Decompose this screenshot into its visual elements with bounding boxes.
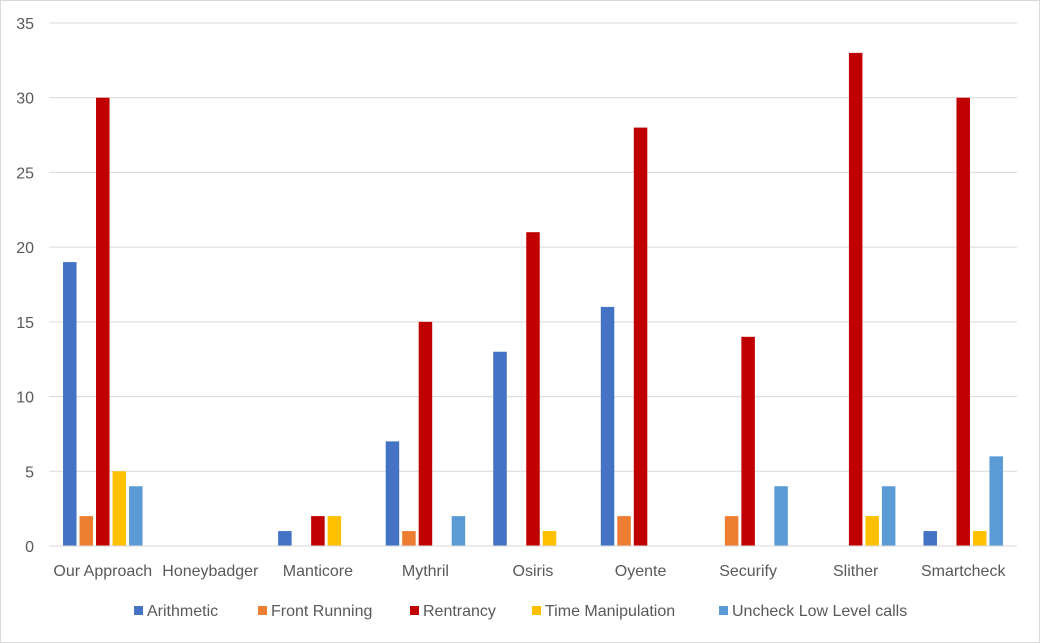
bar-time-manipulation [112,471,127,546]
bar-uncheck-low-level-calls [129,486,143,546]
bar-time-manipulation [865,516,879,546]
bar-time-manipulation [542,531,557,546]
bar-rentrancy [741,336,755,546]
bar-arithmetic [923,531,937,546]
legend-label: Rentrancy [423,603,496,620]
bar-arithmetic [493,351,507,546]
bar-time-manipulation [972,531,987,546]
bar-rentrancy [633,127,648,546]
legend-swatch [258,606,267,615]
x-tick-label: Our Approach [53,563,152,580]
bar-arithmetic [63,262,77,546]
bar-front-running [724,516,739,546]
bar-front-running [79,516,94,546]
y-tick-label: 5 [25,464,34,481]
y-tick-label: 0 [25,539,34,556]
y-tick-label: 30 [16,91,34,108]
legend-swatch [134,606,143,615]
x-tick-label: Smartcheck [921,563,1006,580]
legend-swatch [532,606,541,615]
y-tick-label: 10 [16,390,34,407]
x-tick-label: Honeybadger [162,563,259,580]
y-axis: 0 5 10 15 20 25 30 35 [16,16,34,556]
bar-rentrancy [96,97,110,546]
bar-rentrancy [418,321,433,546]
legend-label: Front Running [271,603,372,620]
x-tick-label: Oyente [615,563,667,580]
bars [63,52,1003,547]
x-tick-label: Manticore [283,563,353,580]
x-tick-label: Slither [833,563,879,580]
bar-uncheck-low-level-calls [451,516,466,546]
bar-front-running [402,531,416,546]
bar-uncheck-low-level-calls [774,486,788,546]
y-tick-label: 25 [16,165,34,182]
x-axis: Our Approach Honeybadger Manticore Mythril O… [49,545,1017,580]
legend-label: Time Manipulation [545,603,675,620]
legend-label: Arithmetic [147,603,218,620]
bar-rentrancy [956,97,970,546]
x-tick-label: Osiris [513,563,554,580]
legend-swatch [719,606,728,615]
bar-rentrancy [848,52,863,547]
bar-rentrancy [526,232,540,546]
x-tick-label: Mythril [402,563,449,580]
x-tick-label: Securify [719,563,777,580]
y-tick-label: 35 [16,16,34,33]
bar-arithmetic [600,306,615,546]
legend-label: Uncheck Low Level calls [732,603,907,620]
y-tick-label: 20 [16,240,34,257]
bar-front-running [617,516,631,546]
bar-uncheck-low-level-calls [881,486,896,546]
bar-uncheck-low-level-calls [989,456,1003,546]
legend: Arithmetic Front Running Rentrancy Time Man… [134,603,907,620]
bar-rentrancy [311,516,325,546]
bar-time-manipulation [327,516,342,546]
bar-arithmetic [385,441,400,546]
y-tick-label: 15 [16,315,34,332]
legend-swatch [410,606,419,615]
bar-arithmetic [278,531,292,546]
